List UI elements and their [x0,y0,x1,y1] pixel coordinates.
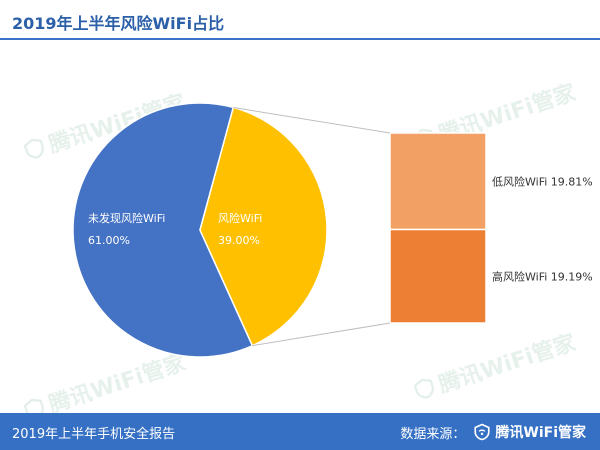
wifi-shield-icon [413,378,434,399]
breakdown-bar-0 [389,132,487,231]
pie-label-risk-value: 39.00% [218,234,260,247]
watermark: 腾讯WiFi管家 [19,85,189,167]
title-divider [0,38,600,40]
wifi-shield-icon [474,423,490,441]
connector-line-top [233,106,391,134]
pie-label-no-risk-name: 未发现风险WiFi [88,211,165,225]
pie-label-no-risk-value: 61.00% [88,234,130,247]
footer: 2019年上半年手机安全报告 数据来源： 腾讯WiFi管家 [0,413,600,450]
connector-line-bottom [252,322,391,347]
report-name: 2019年上半年手机安全报告 [12,427,176,442]
breakdown-label-1: 高风险WiFi 19.19% [492,269,593,283]
watermark: 腾讯WiFi管家 [409,325,579,407]
footer-brand-text: 腾讯WiFi管家 [495,425,586,441]
source-label: 数据来源： [400,426,466,442]
pie-of-bar-chart: 未发现风险WiFi 61.00% 风险WiFi 39.00% 低风险WiFi 19.81… [72,102,593,358]
page-title: 2019年上半年风险WiFi占比 [12,14,225,33]
data-source: 数据来源： 腾讯WiFi管家 [400,422,586,442]
breakdown-label-0: 低风险WiFi 19.81% [492,174,593,188]
pie-slice-no-risk [72,102,254,358]
footer-brand: 腾讯WiFi管家 [473,422,586,442]
pie-slice-risk [199,106,328,347]
wifi-shield-icon [23,138,44,159]
breakdown-bar-1 [389,228,487,324]
pie-label-risk-name: 风险WiFi [218,211,262,225]
header: 2019年上半年风险WiFi占比 [0,0,600,40]
